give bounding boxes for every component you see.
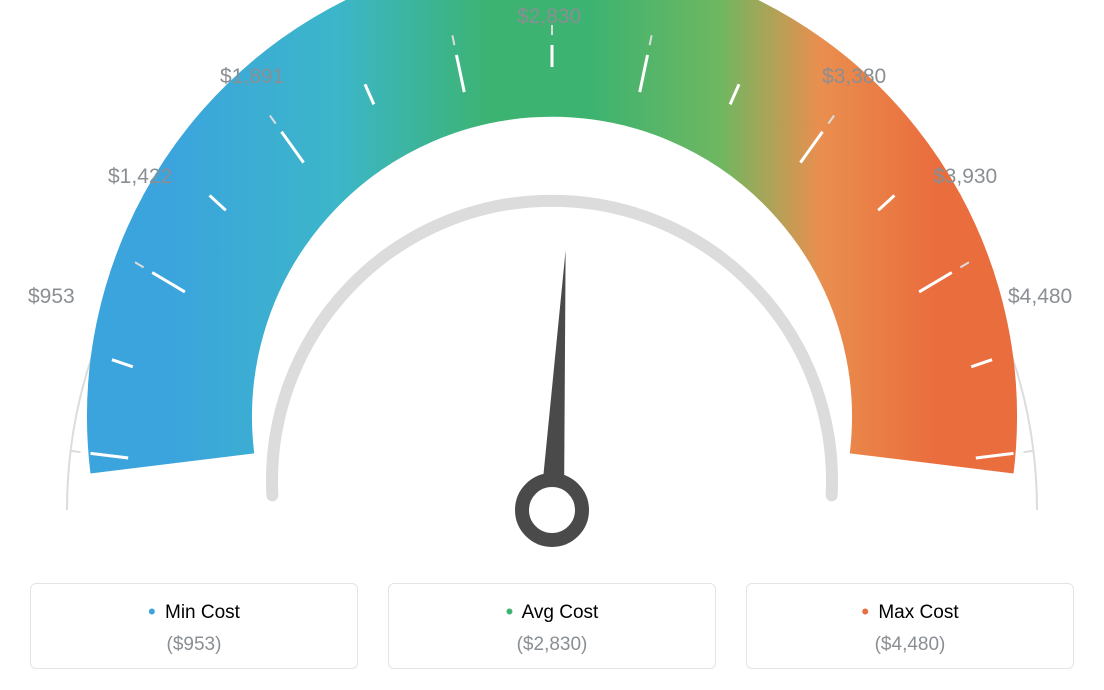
scale-label: $4,480 xyxy=(1008,285,1072,309)
legend-row: • Min Cost ($953) • Avg Cost ($2,830) • … xyxy=(30,583,1074,669)
legend-max-dot: • xyxy=(861,599,869,624)
scale-label: $1,422 xyxy=(108,165,172,189)
scale-label: $1,891 xyxy=(220,65,284,89)
legend-max-title: • Max Cost xyxy=(757,598,1063,624)
legend-avg-label: Avg Cost xyxy=(522,602,599,623)
scale-label: $3,930 xyxy=(933,165,997,189)
cost-gauge-container: $953 $1,422 $1,891 $2,830 $3,380 $3,930 $4,480… xyxy=(0,0,1104,690)
legend-avg-card: • Avg Cost ($2,830) xyxy=(388,583,716,669)
scale-label: $3,380 xyxy=(822,65,886,89)
legend-min-dot: • xyxy=(148,599,156,624)
legend-avg-dot: • xyxy=(506,599,514,624)
legend-max-value: ($4,480) xyxy=(757,634,1063,656)
legend-avg-title: • Avg Cost xyxy=(399,598,705,624)
scale-label: $953 xyxy=(28,285,75,309)
legend-min-title: • Min Cost xyxy=(41,598,347,624)
legend-avg-value: ($2,830) xyxy=(399,634,705,656)
legend-min-card: • Min Cost ($953) xyxy=(30,583,358,669)
legend-min-label: Min Cost xyxy=(165,602,240,623)
legend-max-card: • Max Cost ($4,480) xyxy=(746,583,1074,669)
legend-max-label: Max Cost xyxy=(878,602,958,623)
gauge-svg xyxy=(0,0,1104,560)
legend-min-value: ($953) xyxy=(41,634,347,656)
scale-label: $2,830 xyxy=(517,5,581,29)
gauge-chart: $953 $1,422 $1,891 $2,830 $3,380 $3,930 $4,480 xyxy=(0,0,1104,560)
